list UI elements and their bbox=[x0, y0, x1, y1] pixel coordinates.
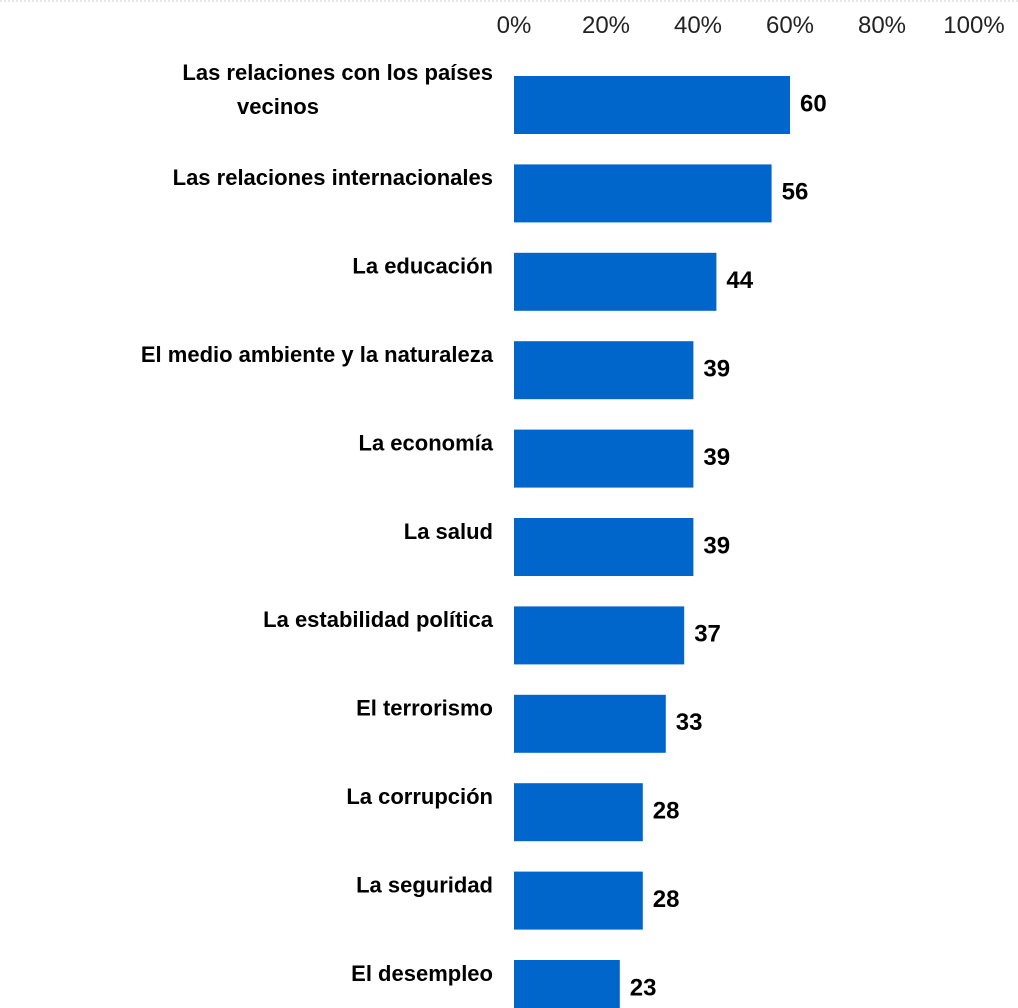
category-label: La educación bbox=[352, 254, 493, 279]
data-label: 39 bbox=[703, 356, 730, 383]
data-label: 33 bbox=[676, 709, 703, 736]
data-label: 60 bbox=[800, 90, 827, 117]
data-label: 23 bbox=[630, 974, 657, 1001]
data-label: 39 bbox=[703, 444, 730, 471]
bar bbox=[514, 76, 790, 134]
category-label: La seguridad bbox=[356, 872, 493, 897]
x-tick-label: 100% bbox=[943, 12, 1004, 39]
category-label: La corrupción bbox=[346, 784, 493, 809]
category-labels: Las relaciones con los países vecinos Las … bbox=[141, 60, 494, 986]
bar bbox=[514, 783, 643, 842]
bar bbox=[514, 871, 643, 930]
data-label: 39 bbox=[703, 532, 730, 559]
category-label: El medio ambiente y la naturaleza bbox=[141, 342, 494, 367]
x-axis-ticks: 0% 20% 40% 60% 80% 100% bbox=[497, 12, 1005, 39]
category-label: Las relaciones con los países bbox=[182, 60, 493, 85]
x-tick-label: 20% bbox=[582, 12, 630, 39]
data-label: 56 bbox=[782, 179, 809, 206]
data-label: 28 bbox=[653, 798, 680, 825]
x-tick-label: 80% bbox=[858, 12, 906, 39]
category-label: Las relaciones internacionales bbox=[173, 165, 493, 190]
x-tick-label: 0% bbox=[497, 12, 532, 39]
category-label: El desempleo bbox=[351, 961, 493, 986]
category-label: La economía bbox=[359, 430, 494, 455]
category-label: vecinos bbox=[237, 94, 319, 119]
category-label: El terrorismo bbox=[356, 696, 493, 721]
data-label: 37 bbox=[694, 621, 721, 648]
x-tick-label: 40% bbox=[674, 12, 722, 39]
bar bbox=[514, 694, 666, 753]
bar bbox=[514, 606, 685, 665]
value-labels: 60 56 44 39 39 39 37 33 28 28 23 bbox=[630, 90, 827, 1001]
bars-group bbox=[514, 76, 790, 1008]
category-label: La salud bbox=[404, 519, 493, 544]
x-tick-label: 60% bbox=[766, 12, 814, 39]
data-label: 44 bbox=[726, 267, 753, 294]
bar bbox=[514, 341, 694, 400]
bar bbox=[514, 164, 772, 223]
bar bbox=[514, 252, 717, 311]
category-label: La estabilidad política bbox=[263, 607, 494, 632]
data-label: 28 bbox=[653, 886, 680, 913]
bar bbox=[514, 960, 620, 1008]
bar bbox=[514, 429, 694, 488]
bar bbox=[514, 518, 694, 576]
